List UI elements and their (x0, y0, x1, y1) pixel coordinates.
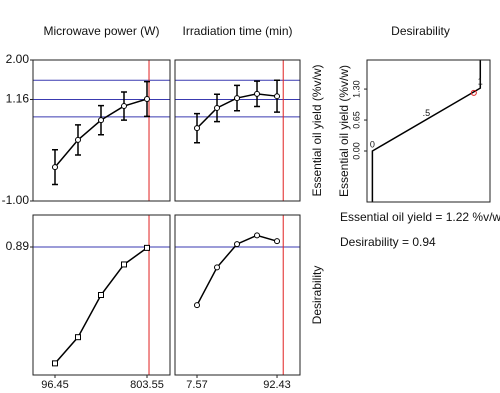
panel-title: Desirability (391, 24, 450, 38)
y-axis-label: Essential oil yield (%v/w) (337, 65, 351, 197)
marker (121, 261, 128, 268)
y-axis-label: Desirability (310, 266, 324, 325)
y-tick-label: 0.65 (351, 111, 361, 129)
marker (254, 232, 261, 239)
panel-frame (174, 59, 301, 202)
marker (254, 90, 261, 97)
x-tick-label: 803.55 (130, 379, 164, 391)
panel-title: Irradiation time (min) (182, 24, 292, 38)
marker (214, 104, 221, 111)
y-tick-label: 1.30 (351, 80, 361, 98)
marker (144, 96, 151, 103)
desirability-line (371, 60, 482, 202)
current-point (470, 89, 477, 96)
x-tick-label: 96.45 (41, 379, 69, 391)
marker (194, 125, 201, 132)
series-line (54, 247, 148, 364)
y-tick-label: 0.00 (351, 142, 361, 160)
panel-frame (366, 59, 491, 203)
marker (144, 244, 151, 251)
readout: Desirability = 0.94 (340, 235, 436, 249)
panel-title: Microwave power (W) (43, 24, 159, 38)
marker (97, 117, 104, 124)
y-tick-label: -1.00 (2, 193, 30, 207)
point-label: .5 (423, 108, 431, 118)
panel-frame (32, 214, 171, 376)
marker (194, 302, 201, 309)
marker (214, 264, 221, 271)
y-axis-label: Essential oil yield (%v/w) (310, 64, 324, 196)
x-tick-label: 7.57 (186, 379, 207, 391)
marker (51, 360, 58, 367)
marker (274, 93, 281, 100)
marker (234, 241, 241, 248)
marker (74, 334, 81, 341)
panel-frame (32, 59, 171, 202)
point-label: 0 (370, 139, 375, 149)
marker (74, 136, 81, 143)
marker (51, 164, 58, 171)
marker (121, 103, 128, 110)
x-tick-label: 92.43 (263, 379, 291, 391)
readout: Essential oil yield = 1.22 %v/w (340, 210, 500, 224)
panel-frame (174, 214, 301, 376)
point-label: 1 (478, 76, 483, 86)
y-tick-label: 2.00 (6, 52, 30, 66)
marker (274, 238, 281, 245)
y-tick-label: 0.89 (6, 239, 30, 253)
marker (97, 292, 104, 298)
y-tick-label: 1.16 (6, 92, 30, 106)
marker (234, 95, 241, 102)
